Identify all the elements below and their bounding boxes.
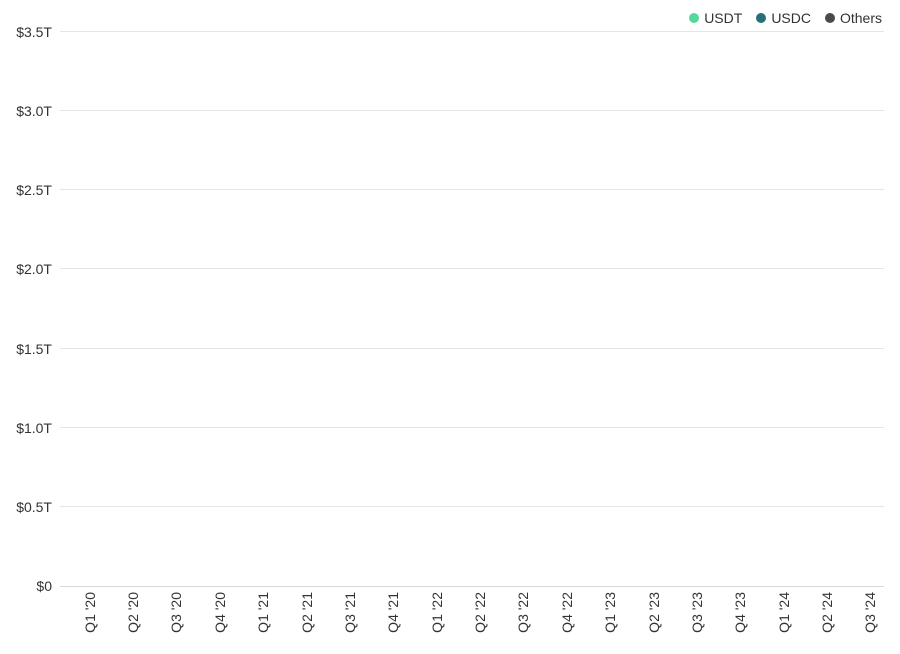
x-axis-label: Q3 '23 (689, 592, 705, 633)
legend-label-usdt: USDT (704, 10, 742, 26)
gridline (60, 348, 884, 349)
bar-slot: Q4 '21 (364, 32, 407, 586)
legend-item-usdc: USDC (756, 10, 811, 26)
bar-slot: Q2 '24 (797, 32, 840, 586)
bar-slot: Q2 '23 (624, 32, 667, 586)
x-axis-label: Q3 '20 (168, 592, 184, 633)
bar-slot: Q3 '21 (320, 32, 363, 586)
x-axis-label: Q1 '22 (429, 592, 445, 633)
bar-slot: Q4 '23 (711, 32, 754, 586)
bar-slot: Q2 '20 (103, 32, 146, 586)
legend-item-others: Others (825, 10, 882, 26)
bar-slot: Q3 '22 (494, 32, 537, 586)
x-axis-label: Q4 '22 (559, 592, 575, 633)
x-axis-label: Q1 '24 (776, 592, 792, 633)
x-axis-label: Q1 '21 (255, 592, 271, 633)
x-axis-label: Q3 '22 (515, 592, 531, 633)
legend-dot-usdt (689, 13, 699, 23)
stablecoin-volume-chart: USDT USDC Others Q1 '20Q2 '20Q3 '20Q4 '2… (0, 0, 900, 654)
x-axis-label: Q2 '24 (819, 592, 835, 633)
y-axis-label: $0.5T (16, 499, 52, 515)
y-axis-label: $2.5T (16, 182, 52, 198)
x-axis-label: Q2 '23 (646, 592, 662, 633)
legend-label-usdc: USDC (771, 10, 811, 26)
y-axis-label: $2.0T (16, 261, 52, 277)
gridline (60, 427, 884, 428)
bar-slot: Q3 '23 (667, 32, 710, 586)
bar-slot: Q1 '22 (407, 32, 450, 586)
bar-slot: Q4 '22 (537, 32, 580, 586)
bar-slot: Q1 '21 (234, 32, 277, 586)
bar-slot: Q3 '20 (147, 32, 190, 586)
x-axis-label: Q4 '21 (385, 592, 401, 633)
x-axis-label: Q4 '23 (732, 592, 748, 633)
x-axis-label: Q4 '20 (212, 592, 228, 633)
bar-slot: Q1 '23 (581, 32, 624, 586)
legend-label-others: Others (840, 10, 882, 26)
x-axis-label: Q3 '21 (342, 592, 358, 633)
y-axis-label: $1.5T (16, 341, 52, 357)
y-axis-label: $1.0T (16, 420, 52, 436)
gridline (60, 506, 884, 507)
bar-slot: Q1 '24 (754, 32, 797, 586)
legend-dot-others (825, 13, 835, 23)
gridline (60, 31, 884, 32)
bar-slot: Q3 '24 (841, 32, 884, 586)
y-axis-label: $3.0T (16, 103, 52, 119)
x-axis-label: Q1 '20 (82, 592, 98, 633)
plot-area: Q1 '20Q2 '20Q3 '20Q4 '20Q1 '21Q2 '21Q3 '… (60, 32, 884, 587)
bar-slot: Q2 '21 (277, 32, 320, 586)
y-axis-label: $0 (36, 578, 52, 594)
x-axis-label: Q1 '23 (602, 592, 618, 633)
bar-slot: Q2 '22 (450, 32, 493, 586)
legend-item-usdt: USDT (689, 10, 742, 26)
gridline (60, 268, 884, 269)
gridline (60, 189, 884, 190)
bars-container: Q1 '20Q2 '20Q3 '20Q4 '20Q1 '21Q2 '21Q3 '… (60, 32, 884, 586)
bar-slot: Q1 '20 (60, 32, 103, 586)
x-axis-label: Q2 '20 (125, 592, 141, 633)
bar-slot: Q4 '20 (190, 32, 233, 586)
legend-dot-usdc (756, 13, 766, 23)
legend: USDT USDC Others (689, 10, 882, 26)
x-axis-label: Q2 '22 (472, 592, 488, 633)
y-axis-label: $3.5T (16, 24, 52, 40)
gridline (60, 110, 884, 111)
x-axis-label: Q2 '21 (299, 592, 315, 633)
x-axis-label: Q3 '24 (862, 592, 878, 633)
